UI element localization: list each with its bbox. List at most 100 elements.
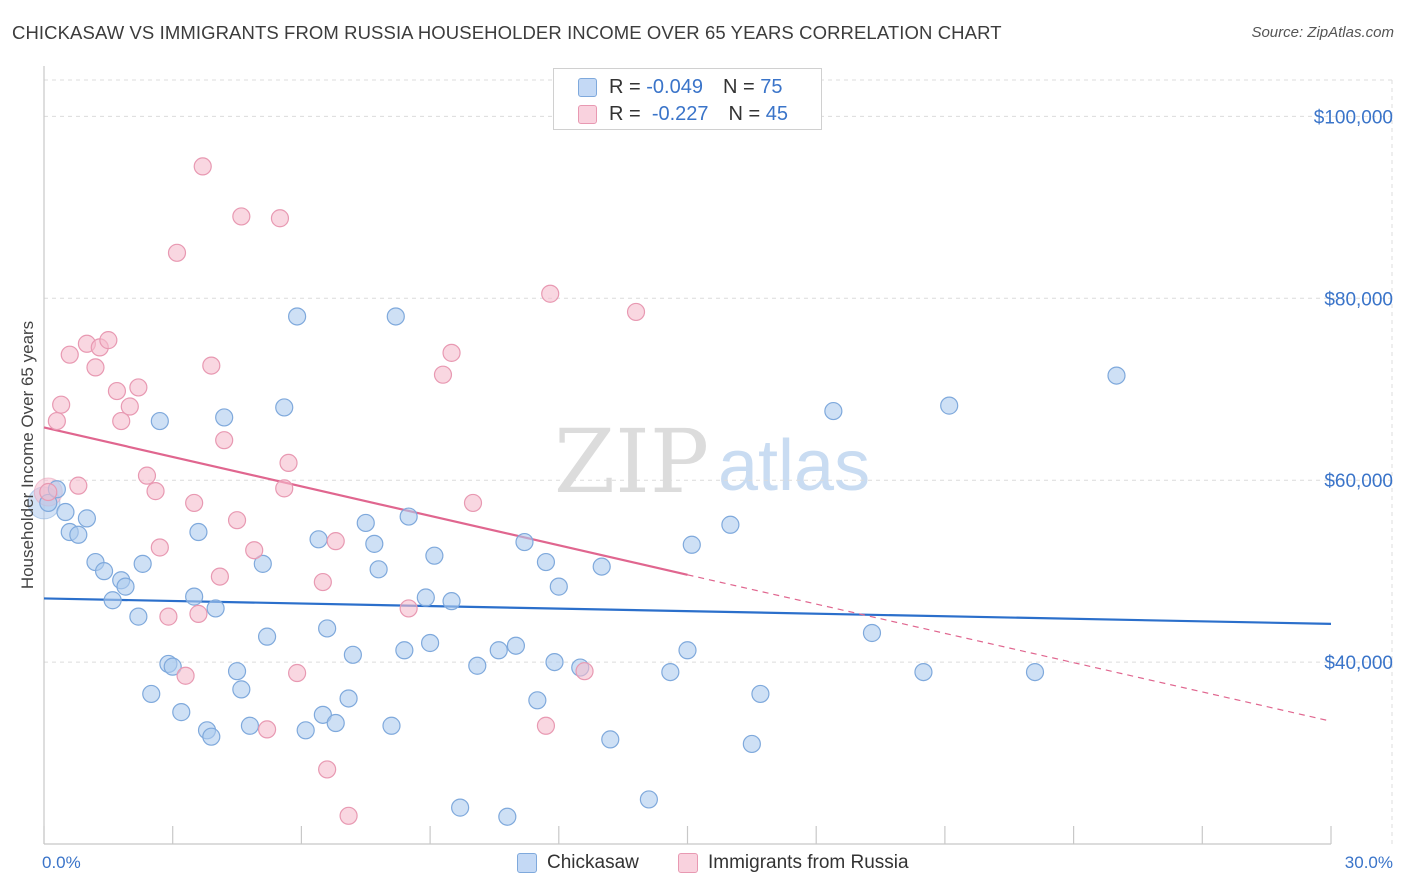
point-russia (69, 476, 88, 495)
point-russia (433, 365, 453, 384)
point-russia (146, 482, 165, 501)
point-russia (167, 243, 187, 262)
point-russia (210, 567, 229, 586)
point-chickasaw (528, 691, 547, 710)
y-tick-label: $80,000 (1324, 289, 1393, 310)
point-chickasaw (296, 721, 315, 740)
x-ticks (43, 826, 1332, 844)
point-chickasaw (116, 577, 135, 596)
point-chickasaw (240, 716, 260, 735)
point-russia (326, 532, 345, 551)
x-tick-labels: 0.0% 30.0% (42, 853, 1393, 872)
point-chickasaw (742, 734, 761, 754)
point-chickasaw (326, 713, 345, 733)
legend-row-chickasaw: R = -0.049 N = 75 (578, 75, 782, 99)
point-chickasaw (498, 807, 517, 826)
point-russia (575, 662, 594, 681)
point-chickasaw (661, 662, 680, 682)
point-chickasaw (545, 652, 564, 672)
point-chickasaw (386, 307, 405, 326)
point-chickasaw (382, 716, 401, 735)
point-chickasaw (395, 641, 414, 660)
point-russia (318, 760, 337, 779)
point-chickasaw (592, 557, 611, 576)
legend-n-value: 75 (760, 75, 783, 98)
point-chickasaw (421, 633, 440, 653)
point-chickasaw (185, 587, 204, 606)
point-chickasaw (206, 599, 225, 618)
point-russia (442, 343, 461, 362)
x-tick-label: 30.0% (1345, 853, 1393, 872)
point-chickasaw (94, 562, 114, 581)
point-russia (232, 207, 251, 226)
point-russia (275, 479, 294, 498)
point-russia (159, 607, 178, 626)
watermark: ZIP atlas (554, 410, 870, 513)
point-russia (270, 209, 290, 228)
point-chickasaw (425, 546, 444, 565)
point-russia (193, 157, 212, 176)
legend-n-value: 45 (765, 102, 789, 125)
legend-r-label: R = (609, 102, 641, 125)
series-label-chickasaw: Chickasaw (547, 852, 639, 873)
y-tick-label: $100,000 (1314, 107, 1393, 128)
y-tick-label: $40,000 (1324, 653, 1393, 674)
point-chickasaw (313, 705, 332, 724)
point-russia (52, 395, 71, 414)
y-tick-labels: $40,000 $60,000 $80,000 $100,000 (1314, 107, 1393, 674)
point-chickasaw (309, 530, 328, 549)
point-chickasaw (142, 684, 161, 704)
series-legend: Chickasaw Immigrants from Russia (0, 852, 1406, 878)
legend-n-label: N = (728, 102, 761, 125)
legend-r-value: -0.049 (646, 75, 703, 98)
point-russia (60, 345, 79, 364)
point-russia (245, 541, 264, 560)
point-chickasaw (189, 522, 208, 542)
point-russia (39, 482, 58, 502)
point-chickasaw (451, 798, 470, 817)
point-russia (112, 411, 131, 431)
point-chickasaw (442, 592, 461, 611)
point-chickasaw (133, 554, 152, 573)
point-chickasaw (639, 790, 658, 809)
legend-r-label: R = (609, 75, 641, 98)
data-points (27, 157, 1126, 826)
point-russia (463, 493, 483, 513)
point-russia (626, 302, 646, 322)
point-chickasaw (215, 408, 234, 427)
point-russia (399, 599, 418, 618)
point-chickasaw (56, 502, 75, 522)
point-chickasaw (232, 680, 251, 699)
legend-r-value: -0.227 (651, 102, 709, 125)
point-russia (47, 411, 66, 431)
legend-swatch-pink (578, 104, 597, 124)
source-credit: Source: ZipAtlas.com (1251, 24, 1394, 41)
point-chickasaw (172, 703, 191, 722)
point-chickasaw (536, 552, 556, 572)
legend-n-label: N = (722, 75, 755, 98)
point-russia (536, 716, 556, 735)
point-russia (227, 511, 247, 530)
point-chickasaw (339, 689, 358, 708)
point-chickasaw (824, 401, 843, 421)
point-chickasaw (489, 641, 508, 660)
point-russia (86, 358, 105, 377)
point-chickasaw (914, 662, 933, 682)
y-axis-title: Householder Income Over 65 years (18, 321, 37, 589)
point-chickasaw (356, 513, 375, 533)
point-chickasaw (1025, 662, 1045, 682)
point-chickasaw (253, 554, 272, 573)
point-chickasaw (369, 560, 388, 579)
series-legend-russia: Immigrants from Russia (678, 852, 909, 874)
point-russia (99, 331, 118, 350)
point-chickasaw (416, 588, 435, 607)
y-tick-label: $60,000 (1324, 471, 1393, 492)
point-russia (339, 806, 358, 825)
correlation-legend: R = -0.049 N = 75 R = -0.227 N = 45 (553, 68, 822, 130)
trend-lines (43, 426, 1332, 722)
point-chickasaw (257, 627, 277, 646)
point-russia (120, 397, 139, 416)
point-russia (202, 356, 221, 375)
chart-title: CHICKASAW VS IMMIGRANTS FROM RUSSIA HOUS… (12, 22, 1002, 43)
point-chickasaw (288, 307, 307, 326)
